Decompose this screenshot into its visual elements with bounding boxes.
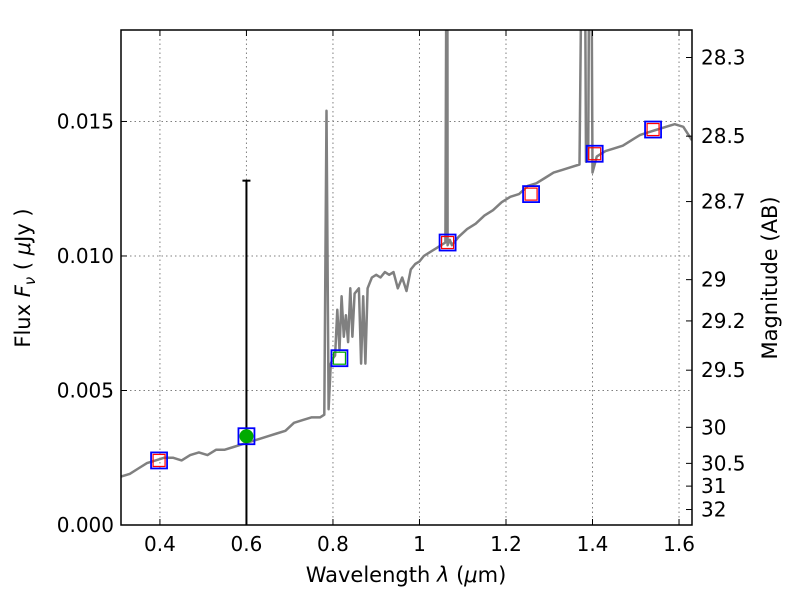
grid-lines (121, 30, 692, 526)
model-flux-marker (646, 122, 660, 137)
y2-tick-label: 28.3 (701, 45, 746, 69)
y-axis-label: Flux Fν ( μJy ) (11, 208, 39, 347)
observed-flux-marker (644, 120, 662, 139)
y2-tick-label: 30 (701, 415, 726, 439)
model-flux-marker (152, 453, 166, 468)
observed-flux-marker (330, 349, 349, 368)
observed-flux-marker (237, 427, 256, 446)
y-tick-label: 0.000 (57, 513, 114, 537)
y2-tick-label: 29.5 (701, 358, 746, 382)
series-layer (121, 30, 692, 478)
y-tick-label: 0.015 (57, 109, 114, 133)
observed-flux-marker (585, 144, 604, 163)
y2-tick-label: 31 (701, 474, 726, 498)
y2-tick-label: 28.5 (701, 124, 746, 148)
y2-tick-label: 32 (701, 498, 726, 522)
y2-tick-label: 29.2 (701, 309, 746, 333)
observed-flux-marker (150, 451, 168, 470)
y2-tick-label: 29 (701, 268, 726, 292)
x-axis-label: Wavelength λ (μm) (306, 563, 507, 587)
x-tick-label: 1.6 (663, 532, 695, 556)
x-tick-label: 1.2 (490, 532, 522, 556)
model-flux-marker (332, 351, 347, 365)
model-flux-marker (588, 147, 602, 161)
x-tick-label: 0.4 (144, 532, 176, 556)
model-flux-marker (524, 187, 538, 201)
sed-model-line (121, 30, 692, 478)
x-axis-ticks: 0.4 0.6 0.8 1 1.2 1.4 1.6 (144, 30, 695, 556)
observed-flux-marker (522, 185, 540, 204)
y2-axis-label: Magnitude (AB) (758, 196, 782, 359)
x-tick-label: 1 (413, 532, 426, 556)
y-axis-ticks: 0.000 0.005 0.010 0.015 (57, 109, 127, 537)
x-tick-label: 0.8 (317, 532, 349, 556)
observed-flux-marker (438, 233, 457, 252)
model-flux-marker (440, 235, 455, 250)
y-tick-label: 0.005 (57, 378, 114, 402)
detection-point (239, 429, 254, 444)
y-tick-label: 0.010 (57, 244, 114, 268)
y2-tick-label: 28.7 (701, 190, 746, 214)
x-tick-label: 0.6 (231, 532, 263, 556)
y2-tick-label: 30.5 (701, 451, 746, 475)
x-tick-label: 1.4 (577, 532, 609, 556)
photometry-points (150, 120, 662, 525)
axes-frame (120, 29, 693, 526)
